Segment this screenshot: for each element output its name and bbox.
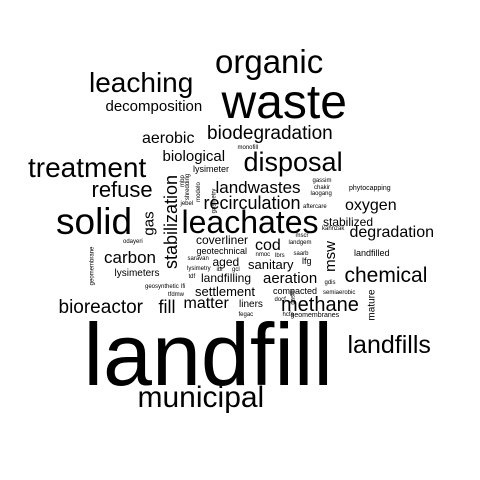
- word-disposal: disposal: [243, 146, 343, 177]
- word-cod: cod: [255, 237, 281, 254]
- word-docf: docf: [274, 297, 286, 303]
- word-gdis: gdis: [324, 280, 336, 286]
- word-gcl: gcl: [232, 267, 240, 273]
- word-matter: matter: [183, 295, 229, 312]
- word-gas: gas: [140, 210, 158, 236]
- word-laogang: laogang: [310, 191, 332, 197]
- word-tdf: tdf: [188, 274, 196, 280]
- word-oxygen: oxygen: [345, 197, 397, 214]
- word-gasmetry: gasmetry: [210, 188, 217, 214]
- word-gassim: gassim: [312, 178, 332, 184]
- word-landfilling: landfilling: [201, 271, 252, 285]
- word-sanitary: sanitary: [248, 256, 294, 272]
- word-solid: solid: [56, 200, 133, 242]
- word-stabilization: stabilization: [161, 174, 182, 270]
- word-leachates: leachates: [181, 204, 319, 240]
- word-landfilled: landfilled: [354, 247, 390, 258]
- word-modelo: modelo: [195, 182, 202, 202]
- word-stabilized: stabilized: [323, 215, 374, 229]
- word-aftercare: aftercare: [303, 204, 327, 210]
- word-hcfa: hcfa: [282, 312, 294, 318]
- word-lfg: lfg: [302, 255, 312, 266]
- word-aged: aged: [212, 255, 240, 269]
- word-chakir: chakir: [314, 185, 331, 191]
- word-recirculation: recirculation: [203, 193, 301, 213]
- word-lysimetry: lysimetry: [187, 266, 211, 272]
- word-kahnzak: kahnzak: [322, 226, 345, 232]
- word-mscr: mscr: [295, 233, 309, 239]
- word-landgem: landgem: [288, 240, 312, 246]
- word-aerobic: aerobic: [142, 130, 195, 147]
- word-decomposition: decomposition: [105, 97, 203, 115]
- word-municipal: municipal: [137, 381, 265, 414]
- word-coverliner: coverliner: [196, 233, 249, 247]
- word-fegac: fegac: [238, 312, 254, 318]
- word-lfi: lfi: [181, 284, 186, 290]
- word-geomembranes: geomembranes: [290, 311, 340, 319]
- word-waste: waste: [221, 76, 347, 129]
- word-biodegradation: biodegradation: [207, 122, 333, 144]
- word-mature: mature: [366, 289, 378, 321]
- word-treatment: treatment: [28, 152, 147, 183]
- word-geotechnical: geotechnical: [196, 245, 248, 256]
- word-jebel: jebel: [180, 201, 194, 207]
- word-saarb: saarb: [293, 251, 309, 257]
- word-odayeri: odayeri: [123, 239, 143, 245]
- word-bioreactor: bioreactor: [58, 296, 144, 318]
- word-compacted: compacted: [273, 285, 318, 296]
- word-degradation: degradation: [349, 224, 435, 241]
- word-settlement: settlement: [195, 283, 255, 299]
- word-nmoc: nmoc: [255, 252, 271, 258]
- word-gasfill: gasfill: [290, 289, 297, 305]
- word-landwastes: landwastes: [215, 177, 301, 197]
- word-landfills: landfills: [347, 330, 431, 359]
- word-liners: liners: [239, 299, 263, 310]
- word-geosynthetic: geosynthetic: [145, 284, 179, 290]
- word-landfill: landfill: [83, 305, 333, 404]
- word-geomembrane: geomembrane: [88, 246, 95, 286]
- word-leaching: leaching: [89, 67, 194, 98]
- word-chemical: chemical: [344, 263, 428, 287]
- word-tfdmw: tfdmw: [168, 292, 185, 298]
- word-saravan: saravan: [187, 256, 209, 262]
- word-organic: organic: [215, 42, 324, 80]
- word-lbrs: lbrs: [275, 253, 285, 259]
- word-refuse: refuse: [91, 177, 153, 202]
- word-methane: methane: [281, 294, 359, 316]
- word-biological: biological: [162, 147, 226, 165]
- word-aeration: aeration: [263, 269, 318, 287]
- word-ibr: ibr: [216, 267, 224, 273]
- word-msw: msw: [321, 240, 339, 272]
- word-lysimeters: lysimeters: [114, 268, 160, 279]
- word-fill: fill: [158, 297, 176, 317]
- word-mbp: mbp: [179, 175, 186, 187]
- word-carbon: carbon: [104, 247, 156, 267]
- word-lysimeter: lysimeter: [193, 163, 230, 174]
- word-monofill: monofill: [237, 145, 259, 151]
- word-shredding: shredding: [185, 173, 192, 201]
- word-phytocapping: phytocapping: [349, 184, 391, 192]
- word-semiaerobic: semiaerobic: [323, 290, 356, 296]
